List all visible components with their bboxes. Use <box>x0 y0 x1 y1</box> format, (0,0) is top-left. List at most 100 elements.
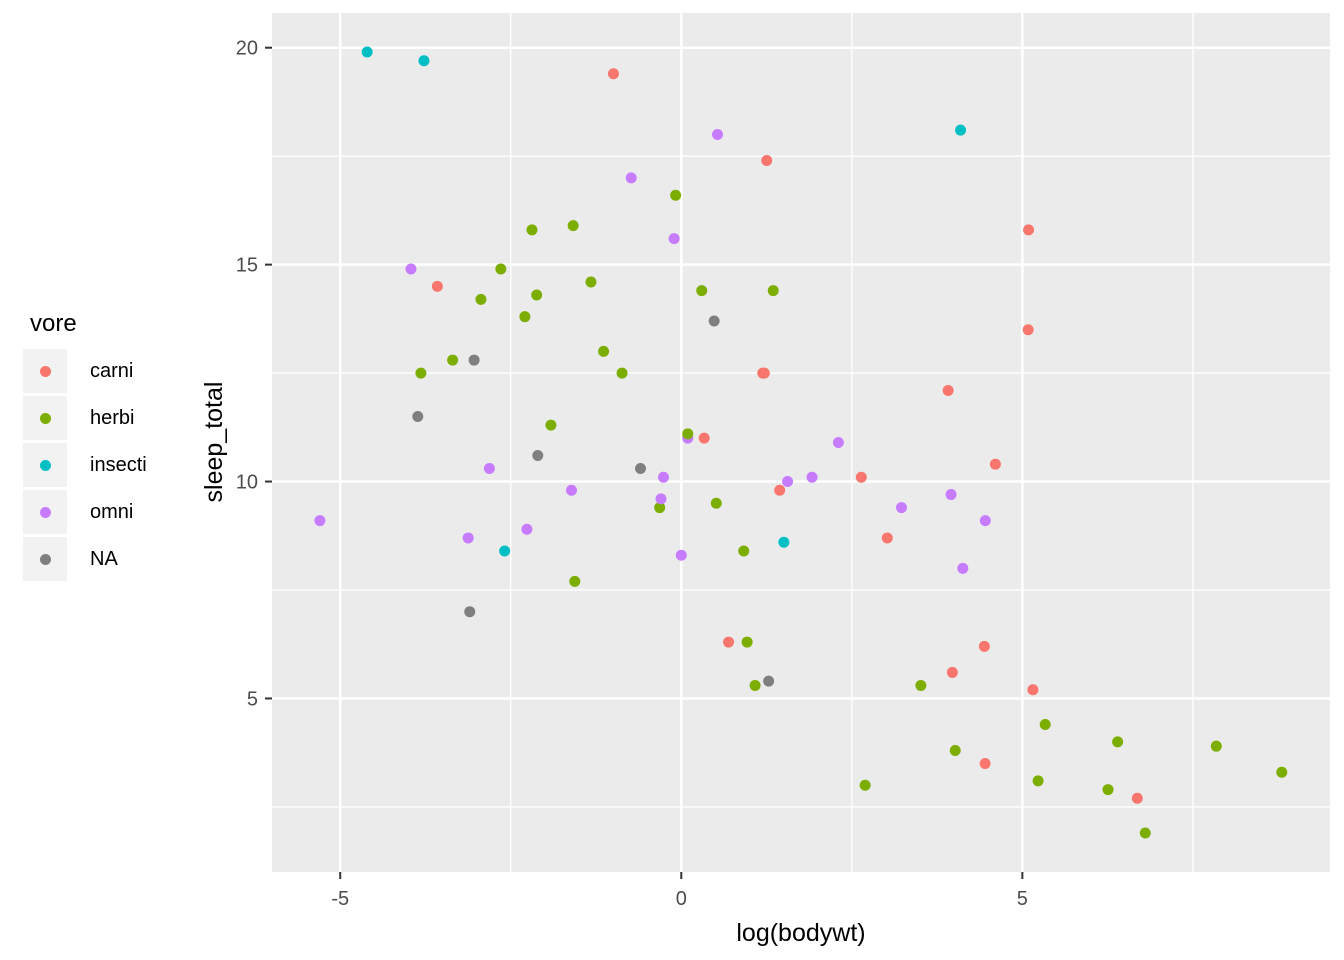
data-point-omni <box>979 515 991 527</box>
legend-key <box>23 537 67 581</box>
legend-item-label: omni <box>90 500 134 523</box>
data-point-omni <box>957 562 969 574</box>
legend-point-icon <box>39 506 51 518</box>
data-point-herbi <box>475 293 487 305</box>
legend-item-herbi: herbi <box>23 395 147 441</box>
data-point-herbi <box>741 636 753 648</box>
data-point-NA <box>763 675 775 687</box>
x-tick-label: -5 <box>331 888 349 910</box>
data-point-omni <box>945 489 957 501</box>
data-point-carni <box>942 384 954 396</box>
legend-item-omni: omni <box>23 489 147 535</box>
data-point-herbi <box>1139 827 1151 839</box>
data-point-omni <box>832 437 844 448</box>
data-point-carni <box>1027 684 1039 696</box>
legend-point-icon <box>39 412 51 424</box>
data-point-herbi <box>654 502 666 514</box>
legend-point-icon <box>39 553 51 565</box>
data-point-herbi <box>519 311 531 323</box>
data-point-herbi <box>1276 766 1288 778</box>
x-tick-label: 0 <box>676 888 687 910</box>
data-point-carni <box>989 458 1001 470</box>
data-point-herbi <box>1039 718 1051 730</box>
data-point-omni <box>405 263 417 275</box>
data-point-carni <box>1022 324 1034 336</box>
legend-item-insecti: insecti <box>23 442 147 488</box>
data-point-omni <box>782 476 794 488</box>
data-point-insecti <box>778 536 790 548</box>
data-point-carni <box>723 636 735 648</box>
y-tick-label: 10 <box>236 472 258 494</box>
data-point-insecti <box>361 46 373 58</box>
data-point-omni <box>521 523 533 535</box>
data-point-herbi <box>915 679 927 691</box>
data-point-insecti <box>499 545 511 557</box>
data-point-herbi <box>598 345 610 357</box>
x-tick-label: 5 <box>1017 888 1028 910</box>
data-point-omni <box>483 463 495 475</box>
data-point-NA <box>412 410 424 422</box>
legend-item-label: insecti <box>90 453 147 476</box>
legend-key <box>23 349 67 393</box>
data-point-herbi <box>670 189 682 201</box>
data-point-herbi <box>531 289 543 301</box>
data-point-carni <box>1023 224 1035 236</box>
legend-point-icon <box>39 459 51 471</box>
data-point-herbi <box>495 263 507 275</box>
data-point-omni <box>675 549 687 561</box>
data-point-carni <box>1131 792 1143 804</box>
data-point-carni <box>698 432 710 444</box>
plot-panel <box>272 13 1330 872</box>
data-point-carni <box>758 367 770 379</box>
data-point-omni <box>314 515 326 527</box>
data-point-carni <box>855 471 867 483</box>
data-point-omni <box>655 493 667 505</box>
x-axis-title: log(bodywt) <box>736 919 866 947</box>
data-point-carni <box>761 155 773 167</box>
legend-entries: carni herbi insecti omni NA <box>23 348 147 583</box>
data-point-herbi <box>616 367 628 379</box>
legend-key <box>23 443 67 487</box>
data-point-omni <box>806 471 818 483</box>
data-point-omni <box>462 532 474 544</box>
legend-key <box>23 490 67 534</box>
data-point-herbi <box>1032 775 1044 787</box>
data-point-herbi <box>567 220 579 232</box>
data-point-omni <box>895 502 907 514</box>
data-point-NA <box>634 463 646 475</box>
data-point-herbi <box>545 419 557 431</box>
data-point-NA <box>532 450 544 462</box>
data-point-NA <box>468 354 480 366</box>
data-point-carni <box>978 640 990 652</box>
data-point-herbi <box>949 745 961 757</box>
data-point-carni <box>431 280 443 292</box>
data-point-herbi <box>415 367 427 379</box>
data-point-herbi <box>1210 740 1222 752</box>
data-point-herbi <box>1102 784 1114 796</box>
data-point-omni <box>657 471 669 483</box>
data-point-herbi <box>585 276 597 288</box>
data-point-insecti <box>955 124 967 136</box>
y-tick-label: 15 <box>236 255 258 277</box>
data-point-herbi <box>682 428 694 440</box>
data-point-insecti <box>418 55 430 67</box>
legend-point-icon <box>39 365 51 377</box>
legend-key <box>23 396 67 440</box>
y-axis-title: sleep_total <box>200 381 228 503</box>
legend-item-carni: carni <box>23 348 147 394</box>
legend-item-NA: NA <box>23 536 147 582</box>
legend-item-label: NA <box>90 547 118 570</box>
data-point-herbi <box>710 497 722 509</box>
data-point-herbi <box>859 779 871 791</box>
data-point-herbi <box>1112 736 1124 748</box>
legend-item-label: herbi <box>90 406 135 429</box>
legend-title: vore <box>30 310 77 337</box>
data-point-herbi <box>447 354 459 366</box>
data-point-omni <box>625 172 637 184</box>
data-point-herbi <box>749 679 761 691</box>
data-point-herbi <box>767 285 779 297</box>
data-point-herbi <box>738 545 750 557</box>
data-point-NA <box>708 315 720 327</box>
data-point-omni <box>668 233 680 245</box>
